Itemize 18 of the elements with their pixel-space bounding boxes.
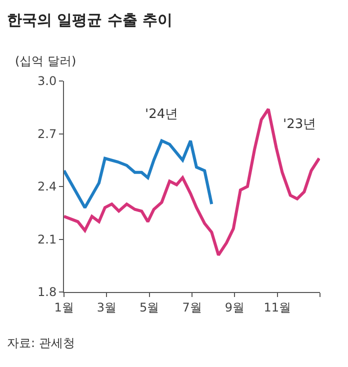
x-tick-label: 3월 [96, 300, 116, 314]
line-series [64, 108, 320, 257]
line-series [64, 139, 214, 210]
y-axis-title: (십억 달러) [15, 54, 76, 68]
chart-title: 한국의 일평균 수출 추이 [6, 11, 173, 30]
y-tick-label: 1.8 [38, 285, 57, 300]
y-tick-label: 2.4 [38, 180, 57, 194]
series-label: '24년 [145, 107, 178, 122]
text: 자료: 관세청 [7, 336, 75, 350]
x-tick-label: 7월 [182, 300, 202, 314]
y-tick-label: 3.0 [38, 74, 57, 88]
x-tick-label: 11월 [264, 300, 291, 314]
x-tick-label: 1월 [54, 300, 74, 314]
x-tick-label: 9월 [224, 300, 244, 314]
y-tick-label: 2.7 [38, 126, 57, 141]
series-label: '23년 [283, 117, 316, 132]
x-tick-label: 5월 [140, 300, 160, 314]
y-tick-label: 2.1 [38, 232, 57, 246]
